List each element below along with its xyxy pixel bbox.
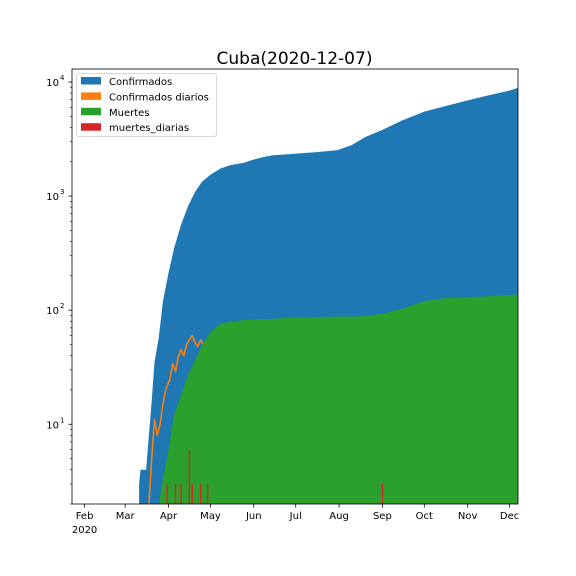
legend-swatch: [81, 123, 101, 131]
bar-2: [174, 483, 177, 504]
bar-4: [180, 483, 182, 504]
y-tick-exponent: 3: [60, 188, 64, 196]
bar-7: [191, 483, 193, 504]
legend-label: Confirmados: [109, 77, 172, 88]
x-axis: Feb 2020 Mar Apr May Jun Jul Aug Sep Oct Nov Dec: [72, 504, 519, 536]
legend-swatch: [81, 92, 101, 100]
x-tick-label: Nov: [458, 511, 478, 522]
x-tick-label: Feb: [76, 511, 94, 522]
y-tick-exponent: 2: [60, 302, 64, 310]
y-tick-label: 10: [46, 420, 59, 431]
x-tick-label: May: [200, 511, 221, 522]
x-tick-label: Jul: [289, 511, 302, 522]
y-tick-exponent: 1: [60, 416, 64, 424]
x-tick-label: Oct: [416, 511, 433, 522]
x-tick-year: 2020: [72, 525, 97, 536]
y-tick-label: 10: [46, 78, 59, 89]
bar-0: [166, 483, 168, 504]
series-area-2: [158, 294, 518, 504]
bar-12: [206, 483, 209, 504]
y-tick-label: 10: [46, 192, 59, 203]
x-tick-label: Jun: [245, 511, 262, 522]
plot-area: [71, 68, 519, 505]
legend: Confirmados Confirmados diarios Muertes mue…: [76, 73, 217, 137]
y-tick-exponent: 4: [60, 74, 65, 82]
bar-13: [381, 483, 384, 504]
y-tick-label: 10: [46, 306, 59, 317]
x-tick-label: Mar: [116, 511, 136, 522]
x-tick-label: Aug: [329, 511, 349, 522]
plot-inner: [139, 87, 518, 504]
legend-label: Confirmados diarios: [109, 92, 209, 103]
legend-swatch: [81, 77, 101, 85]
chart-title: Cuba(2020-12-07): [217, 49, 373, 69]
legend-frame: [76, 73, 217, 137]
legend-swatch: [81, 107, 101, 116]
x-tick-label: Dec: [500, 511, 519, 522]
legend-label: Muertes: [109, 108, 150, 119]
bar-6: [188, 449, 191, 504]
x-tick-label: Apr: [160, 511, 178, 522]
x-tick-label: Sep: [373, 511, 392, 522]
bar-10: [199, 483, 202, 504]
plot-frame: [71, 68, 519, 505]
legend-label: muertes_diarias: [109, 123, 189, 134]
